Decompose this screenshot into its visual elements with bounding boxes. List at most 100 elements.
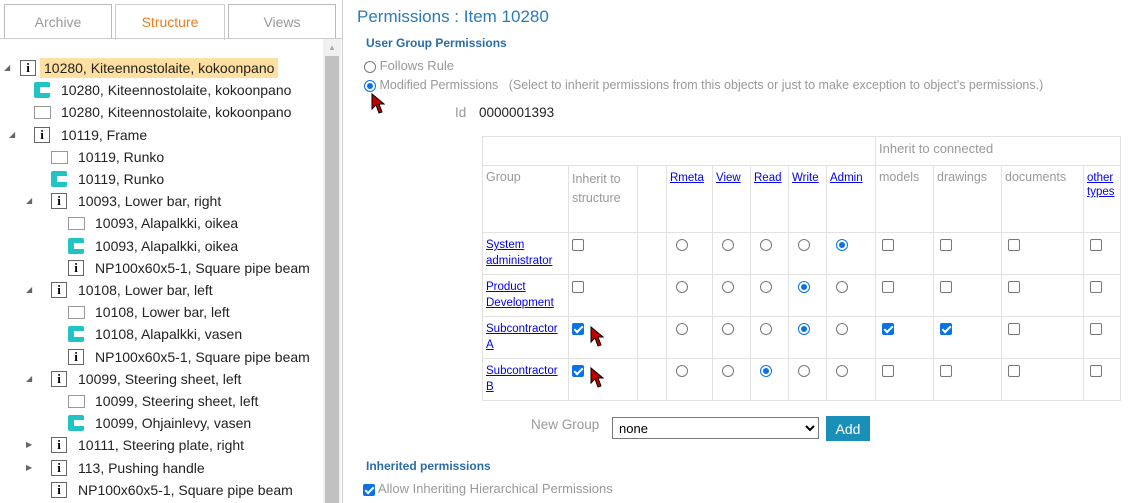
group-link[interactable]: Subcontractor A (486, 323, 558, 351)
connected-checkbox[interactable] (940, 280, 952, 293)
group-link[interactable]: Subcontractor B (486, 365, 558, 393)
perm-radio-rmeta[interactable] (676, 364, 688, 377)
scroll-up-icon[interactable]: ▲ (328, 43, 336, 52)
tree-node[interactable]: i NP100x60x5-1, Square pipe beam (0, 258, 322, 278)
connected-checkbox[interactable] (882, 238, 894, 251)
connected-checkbox[interactable] (882, 364, 894, 377)
tree-node[interactable]: ▶ i 113, Pushing handle (0, 458, 322, 478)
connected-checkbox[interactable] (882, 322, 894, 335)
allow-inheriting-checkbox[interactable] (363, 483, 375, 496)
tree-node[interactable]: i NP100x60x5-1, Square pipe beam (0, 347, 322, 367)
scroll-thumb[interactable] (325, 56, 339, 503)
connected-checkbox[interactable] (1008, 238, 1020, 251)
connected-checkbox[interactable] (1090, 364, 1102, 377)
tree-node[interactable]: ◢ i 10093, Lower bar, right (0, 191, 322, 211)
tree-node[interactable]: ◢ i 10099, Steering sheet, left (0, 369, 322, 389)
inherit-structure-checkbox[interactable] (572, 238, 584, 251)
follows-rule-radio[interactable] (364, 60, 376, 73)
tree-node[interactable]: 10099, Steering sheet, left (0, 391, 322, 411)
group-link[interactable]: Product Development (486, 281, 554, 309)
modified-permissions-radio[interactable] (364, 79, 376, 92)
group-cell: System administrator (482, 232, 569, 275)
collapse-arrow-icon[interactable]: ◢ (26, 373, 33, 383)
collapse-arrow-icon[interactable]: ◢ (26, 285, 33, 294)
connected-checkbox[interactable] (940, 238, 952, 251)
group-link[interactable]: System administrator (486, 239, 553, 267)
tree-node[interactable]: 10093, Alapalkki, oikea (0, 213, 322, 233)
perm-radio-admin[interactable] (836, 280, 848, 293)
perm-radio-view[interactable] (722, 364, 734, 377)
perm-column-link-rmeta[interactable]: Rmeta (670, 172, 704, 184)
allow-inheriting-option[interactable]: Allow Inheriting Hierarchical Permission… (363, 481, 613, 496)
perm-column-link-admin[interactable]: Admin (830, 172, 863, 184)
perm-radio-view[interactable] (722, 238, 734, 251)
perm-radio-read[interactable] (760, 280, 772, 293)
collapse-arrow-icon[interactable]: ◢ (9, 129, 16, 139)
tree-node[interactable]: ◢ i 10119, Frame (0, 125, 322, 145)
add-group-button[interactable]: Add (826, 416, 870, 441)
perm-radio-view[interactable] (722, 280, 734, 293)
connected-checkbox[interactable] (1008, 364, 1020, 377)
tree-node[interactable]: 10108, Alapalkki, vasen (0, 324, 322, 344)
model-icon (68, 237, 84, 254)
tree-node[interactable]: 10119, Runko (0, 147, 322, 167)
tree-node[interactable]: 10099, Ohjainlevy, vasen (0, 413, 322, 433)
follows-rule-option[interactable]: Follows Rule (364, 58, 454, 73)
tree-scrollbar[interactable]: ▲ (323, 39, 341, 503)
connected-cell (1001, 232, 1084, 275)
perm-radio-view[interactable] (722, 322, 734, 335)
item-info-icon: i (51, 193, 67, 210)
connected-checkbox[interactable] (1008, 280, 1020, 293)
perm-radio-write[interactable] (798, 322, 810, 335)
perm-radio-read[interactable] (760, 238, 772, 251)
connected-column-link[interactable]: other types (1087, 172, 1115, 198)
tree-node[interactable]: i NP100x60x5-1, Square pipe beam (0, 480, 322, 500)
connected-checkbox[interactable] (882, 280, 894, 293)
collapse-arrow-icon[interactable]: ◢ (4, 63, 11, 72)
inherit-structure-checkbox[interactable] (572, 364, 584, 377)
perm-column-link-read[interactable]: Read (754, 172, 782, 184)
perm-radio-admin[interactable] (836, 364, 848, 377)
connected-cell (933, 232, 1002, 275)
tree-node[interactable]: 10119, Runko (0, 169, 322, 189)
perm-column-link-view[interactable]: View (716, 172, 741, 184)
inherit-structure-checkbox[interactable] (572, 280, 584, 293)
tree-node[interactable]: ◢ i 10280, Kiteennostolaite, kokoonpano (0, 58, 322, 78)
new-group-select[interactable]: none (612, 417, 819, 439)
tree-node[interactable]: ▶ i 10111, Steering plate, right (0, 435, 322, 455)
perm-radio-admin[interactable] (836, 322, 848, 335)
perm-radio-read[interactable] (760, 322, 772, 335)
empty-cell (637, 358, 667, 401)
tree-node-label: 10099, Steering sheet, left (95, 393, 259, 409)
perm-radio-admin[interactable] (836, 238, 848, 251)
perm-cell (788, 274, 827, 317)
perm-radio-rmeta[interactable] (676, 280, 688, 293)
expand-arrow-icon[interactable]: ▶ (26, 440, 33, 450)
inherit-structure-checkbox[interactable] (572, 322, 584, 335)
perm-radio-write[interactable] (798, 238, 810, 251)
tree-node[interactable]: 10108, Lower bar, left (0, 302, 322, 322)
perm-radio-rmeta[interactable] (676, 238, 688, 251)
connected-checkbox[interactable] (1090, 238, 1102, 251)
tab-views[interactable]: Views (228, 4, 336, 39)
connected-checkbox[interactable] (1090, 322, 1102, 335)
inherited-permissions-heading: Inherited permissions (366, 459, 491, 473)
modified-permissions-option[interactable]: Modified Permissions (Select to inherit … (364, 78, 1126, 92)
tab-structure[interactable]: Structure (115, 4, 225, 40)
tree-node[interactable]: 10280, Kiteennostolaite, kokoonpano (0, 102, 322, 122)
tree-node[interactable]: 10280, Kiteennostolaite, kokoonpano (0, 80, 322, 100)
perm-radio-write[interactable] (798, 280, 810, 293)
perm-column-link-write[interactable]: Write (792, 172, 819, 184)
tree-node[interactable]: ◢ i 10108, Lower bar, left (0, 280, 322, 300)
expand-arrow-icon[interactable]: ▶ (26, 462, 33, 472)
connected-checkbox[interactable] (1008, 322, 1020, 335)
connected-checkbox[interactable] (940, 322, 952, 335)
tab-archive[interactable]: Archive (4, 4, 112, 39)
connected-checkbox[interactable] (1090, 280, 1102, 293)
perm-radio-read[interactable] (760, 364, 772, 377)
perm-radio-write[interactable] (798, 364, 810, 377)
connected-checkbox[interactable] (940, 364, 952, 377)
collapse-arrow-icon[interactable]: ◢ (26, 196, 33, 206)
tree-node[interactable]: 10093, Alapalkki, oikea (0, 236, 322, 256)
perm-radio-rmeta[interactable] (676, 322, 688, 335)
